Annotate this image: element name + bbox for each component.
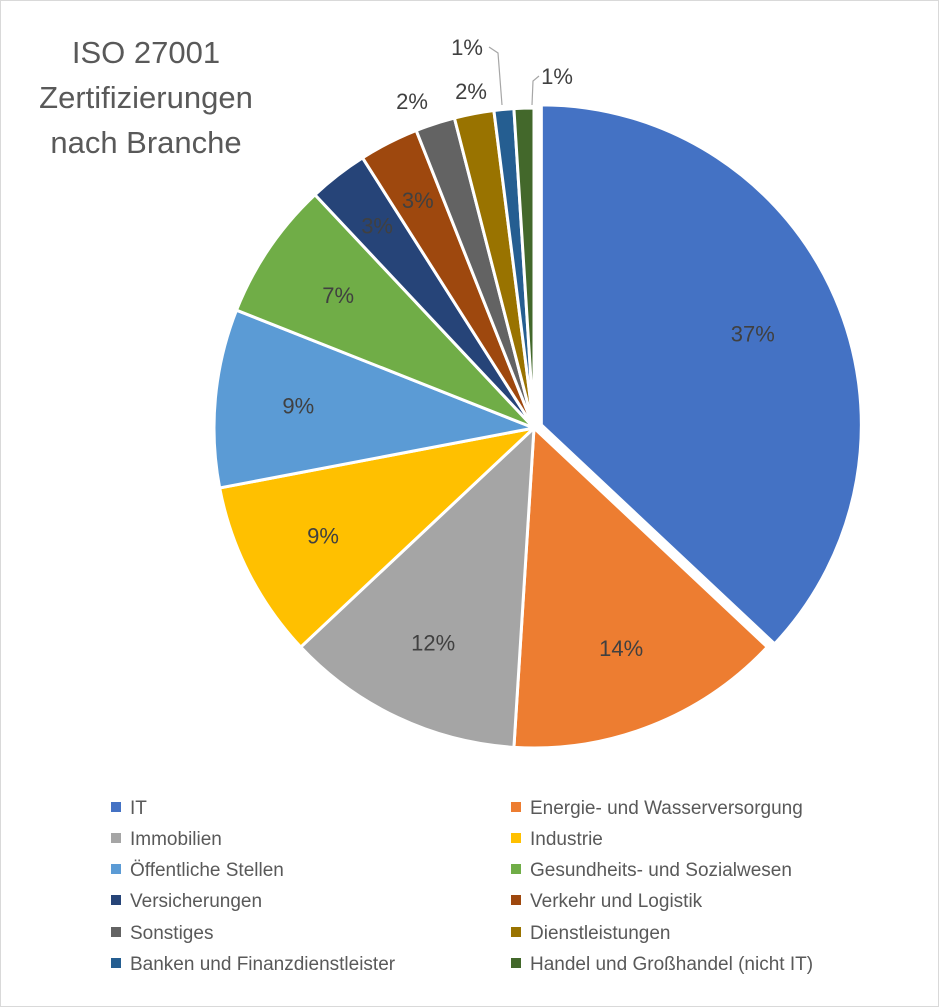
chart-title-line-2: Zertifizierungen <box>39 80 253 115</box>
chart-title-line-1: ISO 27001 <box>71 35 221 70</box>
legend-label: Handel und Großhandel (nicht IT) <box>530 954 814 975</box>
data-label-1: 14% <box>599 636 643 661</box>
data-label-5: 7% <box>322 283 354 308</box>
legend-label: Dienstleistungen <box>530 923 671 944</box>
legend-swatch <box>511 894 521 905</box>
pie-slice-3 <box>217 425 539 650</box>
leader-line-10 <box>488 46 503 106</box>
data-label-4: 9% <box>282 394 314 419</box>
leader-line-11 <box>531 75 540 106</box>
legend-swatch <box>511 863 521 874</box>
legend-item-handel: Handel und Großhandel (nicht IT) <box>511 951 813 979</box>
legend-item-sonstiges: Sonstiges <box>111 920 213 948</box>
legend-item-immobilien: Immobilien <box>111 826 222 854</box>
pie-slice-4 <box>212 308 540 490</box>
legend-item-it: IT <box>111 795 147 823</box>
legend-swatch <box>511 832 521 843</box>
legend-label: Sonstiges <box>130 923 214 944</box>
legend-swatch <box>111 832 121 843</box>
legend-label: Versicherungen <box>130 891 263 912</box>
data-label-9: 2% <box>455 79 487 104</box>
legend-item-energie: Energie- und Wasserversorgung <box>511 795 803 823</box>
pie-slice-2 <box>298 424 536 749</box>
chart-title-line-3: nach Branche <box>50 125 242 160</box>
legend-item-industrie: Industrie <box>511 826 603 854</box>
legend-item-oeffentliche-stellen: Öffentliche Stellen <box>111 857 284 885</box>
legend-swatch <box>111 894 121 905</box>
legend-item-verkehr: Verkehr und Logistik <box>511 888 702 916</box>
legend-label: Industrie <box>530 829 603 850</box>
pie-slice-5 <box>234 192 536 430</box>
legend-label: Banken und Finanzdienstleister <box>130 954 396 975</box>
legend-label: Immobilien <box>130 829 222 850</box>
legend-label: Energie- und Wasserversorgung <box>530 798 803 819</box>
legend-item-dienstleistungen: Dienstleistungen <box>511 920 670 948</box>
data-label-7: 3% <box>402 188 434 213</box>
legend-swatch <box>511 926 521 937</box>
legend-swatch <box>111 957 121 968</box>
pie-slice-11 <box>512 106 536 429</box>
legend-label: Verkehr und Logistik <box>530 891 703 912</box>
legend-item-versicherungen: Versicherungen <box>111 888 262 916</box>
pie-slice-0 <box>539 103 863 646</box>
legend-swatch <box>511 957 521 968</box>
data-label-6: 3% <box>361 214 393 239</box>
legend-swatch <box>111 863 121 874</box>
legend-swatch <box>511 801 521 812</box>
data-label-0: 37% <box>731 321 775 346</box>
pie-slice-1 <box>512 424 770 750</box>
legend-item-banken: Banken und Finanzdienstleister <box>111 951 395 979</box>
legend-item-gesundheit: Gesundheits- und Sozialwesen <box>511 857 792 885</box>
data-label-3: 9% <box>307 524 339 549</box>
data-label-8: 2% <box>396 89 428 114</box>
legend-label: IT <box>130 798 147 819</box>
data-label-11: 1% <box>541 64 573 89</box>
legend-label: Öffentliche Stellen <box>130 860 284 881</box>
data-label-10: 1% <box>451 35 483 60</box>
legend-label: Gesundheits- und Sozialwesen <box>530 860 792 881</box>
legend-swatch <box>111 926 121 937</box>
legend-swatch <box>111 801 121 812</box>
data-label-2: 12% <box>411 630 455 655</box>
